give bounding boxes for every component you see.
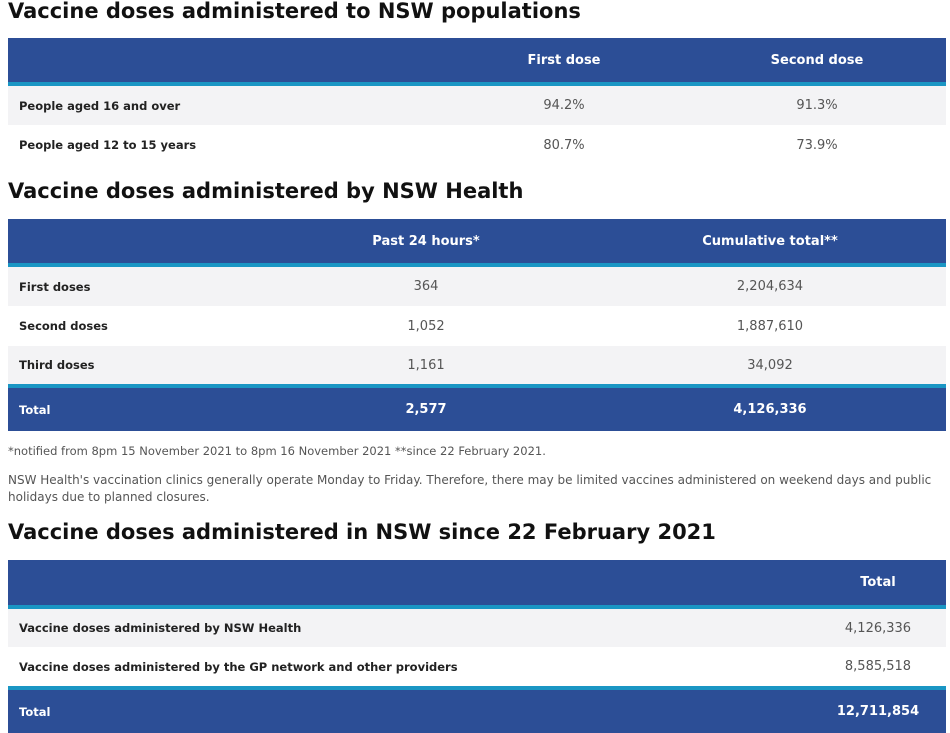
note: NSW Health's vaccination clinics general… xyxy=(8,473,932,504)
cell: 1,887,610 xyxy=(736,318,804,334)
row-label: People aged 12 to 15 years xyxy=(19,138,197,152)
table: Total Vaccine doses administered by NSW … xyxy=(8,560,946,733)
header-cell: Second dose xyxy=(688,38,946,86)
cell: 1,052 xyxy=(407,318,445,334)
total-cell: 2,577 xyxy=(258,384,594,431)
header-cell: First dose xyxy=(440,38,688,86)
cell: 34,092 xyxy=(594,346,946,386)
row-label: Third doses xyxy=(8,346,258,386)
row-label: People aged 16 and over xyxy=(8,84,440,125)
cell: 94.2% xyxy=(440,84,688,125)
header-cell xyxy=(8,560,810,609)
cell: 73.9% xyxy=(796,137,838,153)
header-cell: Total xyxy=(810,560,946,609)
table: Past 24 hours* Cumulative total** First … xyxy=(8,219,946,431)
total-cell: 12,711,854 xyxy=(810,686,946,733)
row-label: Vaccine doses administered by the GP net… xyxy=(19,659,458,674)
footnote: *notified from 8pm 15 November 2021 to 8… xyxy=(8,444,546,458)
row-label: Vaccine doses administered by NSW Health xyxy=(8,607,810,647)
total-label: Total xyxy=(8,384,258,431)
section-title: Vaccine doses administered in NSW since … xyxy=(8,520,716,544)
section-title: Vaccine doses administered to NSW popula… xyxy=(8,0,581,23)
cell: 80.7% xyxy=(543,137,585,153)
table: First dose Second dose People aged 16 an… xyxy=(8,38,946,165)
cell: 2,204,634 xyxy=(594,265,946,306)
cell: 364 xyxy=(258,265,594,306)
cell: 8,585,518 xyxy=(844,659,912,674)
header-cell xyxy=(8,219,258,267)
row-label: Second doses xyxy=(19,319,108,333)
section-title: Vaccine doses administered by NSW Health xyxy=(8,179,524,203)
cell: 1,161 xyxy=(258,346,594,386)
total-label: Total xyxy=(8,686,810,733)
cell: 91.3% xyxy=(688,84,946,125)
header-cell: Past 24 hours* xyxy=(258,219,594,267)
cell: 4,126,336 xyxy=(810,607,946,647)
header-cell xyxy=(8,38,440,86)
header-cell: Cumulative total** xyxy=(594,219,946,267)
row-label: First doses xyxy=(8,265,258,306)
total-cell: 4,126,336 xyxy=(594,384,946,431)
